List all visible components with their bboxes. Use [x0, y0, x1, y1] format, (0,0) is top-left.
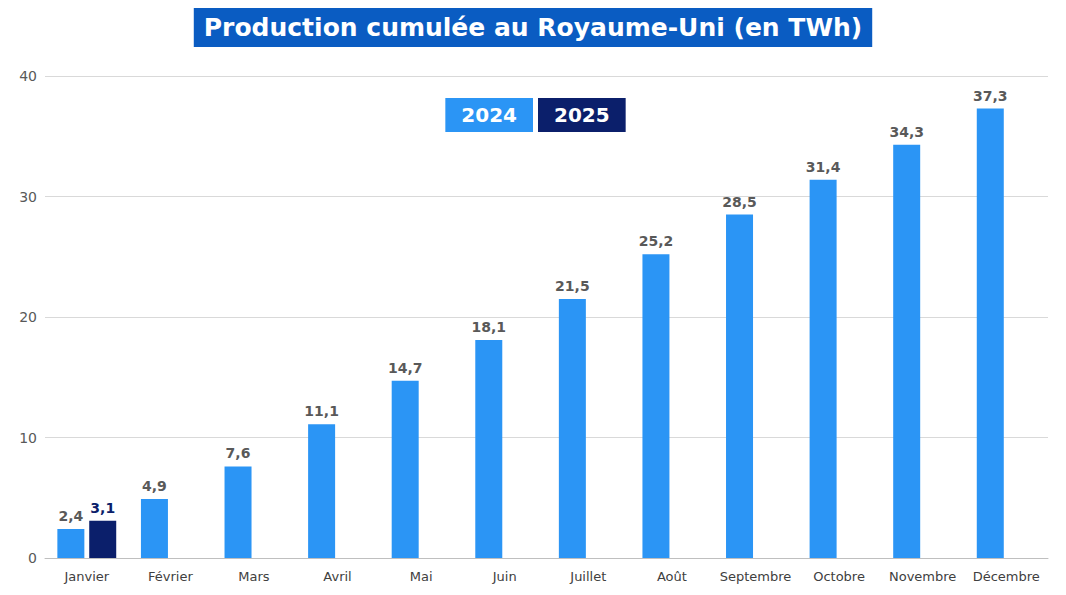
- svg-text:31,4: 31,4: [806, 159, 841, 175]
- svg-text:28,5: 28,5: [722, 194, 757, 210]
- svg-text:Juin: Juin: [492, 569, 517, 584]
- svg-text:0: 0: [28, 550, 37, 566]
- svg-text:4,9: 4,9: [142, 478, 167, 494]
- svg-text:7,6: 7,6: [226, 445, 251, 461]
- svg-text:Décembre: Décembre: [973, 569, 1040, 584]
- svg-text:30: 30: [19, 189, 37, 205]
- svg-text:Août: Août: [657, 569, 687, 584]
- svg-text:Janvier: Janvier: [63, 569, 109, 584]
- svg-text:40: 40: [19, 68, 37, 84]
- svg-text:Mars: Mars: [238, 569, 270, 584]
- svg-text:10: 10: [19, 430, 37, 446]
- svg-text:Novembre: Novembre: [889, 569, 956, 584]
- svg-text:3,1: 3,1: [90, 500, 115, 516]
- svg-text:21,5: 21,5: [555, 278, 590, 294]
- svg-text:11,1: 11,1: [304, 403, 339, 419]
- svg-text:37,3: 37,3: [973, 88, 1008, 104]
- svg-text:2025: 2025: [554, 103, 610, 127]
- svg-text:Mai: Mai: [410, 569, 433, 584]
- svg-text:Octobre: Octobre: [813, 569, 865, 584]
- svg-text:Septembre: Septembre: [720, 569, 792, 584]
- svg-text:2024: 2024: [461, 103, 517, 127]
- svg-text:14,7: 14,7: [388, 360, 423, 376]
- svg-text:18,1: 18,1: [472, 319, 507, 335]
- svg-text:Avril: Avril: [323, 569, 351, 584]
- svg-text:34,3: 34,3: [889, 124, 924, 140]
- svg-text:25,2: 25,2: [639, 233, 674, 249]
- svg-text:2,4: 2,4: [58, 508, 83, 524]
- svg-text:Février: Février: [148, 569, 193, 584]
- svg-text:Juillet: Juillet: [569, 569, 606, 584]
- svg-text:20: 20: [19, 309, 37, 325]
- svg-text:Production cumulée au Royaume-: Production cumulée au Royaume-Uni (en TW…: [204, 13, 862, 42]
